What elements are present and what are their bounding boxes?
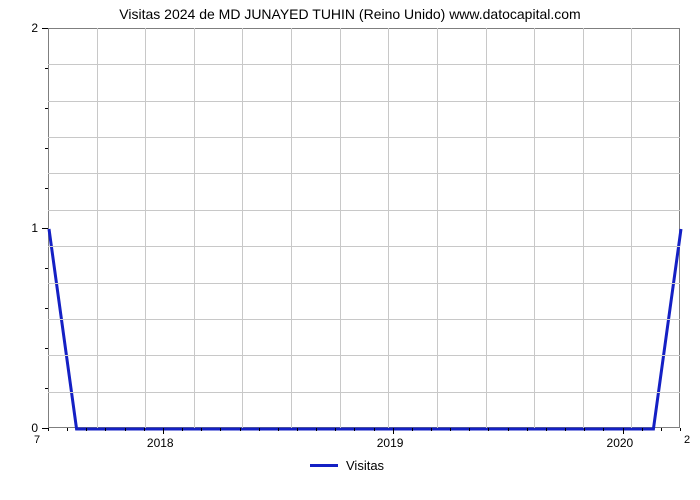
grid-vline <box>97 28 98 428</box>
bottom-left-extra-label: 7 <box>34 434 40 446</box>
x-tick-label: 2020 <box>607 436 634 450</box>
x-minor-tick <box>144 428 145 431</box>
y-minor-tick <box>45 348 48 349</box>
x-minor-tick <box>67 428 68 431</box>
grid-hline <box>48 210 680 211</box>
x-minor-tick <box>661 428 662 431</box>
x-minor-tick <box>584 428 585 431</box>
grid-hline <box>48 392 680 393</box>
grid-hline <box>48 64 680 65</box>
x-minor-tick <box>48 428 49 431</box>
y-major-tick <box>42 228 48 229</box>
x-minor-tick <box>374 428 375 431</box>
grid-hline <box>48 283 680 284</box>
x-minor-tick <box>201 428 202 431</box>
x-minor-tick <box>527 428 528 431</box>
chart-title: Visitas 2024 de MD JUNAYED TUHIN (Reino … <box>0 6 700 22</box>
grid-vline <box>145 28 146 428</box>
x-minor-tick <box>603 428 604 431</box>
x-minor-tick <box>450 428 451 431</box>
x-minor-tick <box>469 428 470 431</box>
x-minor-tick <box>680 428 681 431</box>
grid-vline <box>194 28 195 428</box>
x-minor-tick <box>86 428 87 431</box>
y-major-tick <box>42 28 48 29</box>
grid-hline <box>48 173 680 174</box>
legend: Visitas <box>310 458 384 473</box>
grid-hline <box>48 101 680 102</box>
y-minor-tick <box>45 68 48 69</box>
grid-hline <box>48 355 680 356</box>
x-minor-tick <box>565 428 566 431</box>
x-minor-tick <box>105 428 106 431</box>
y-minor-tick <box>45 108 48 109</box>
grid-vline <box>291 28 292 428</box>
grid-hline <box>48 246 680 247</box>
x-minor-tick <box>508 428 509 431</box>
x-minor-tick <box>431 428 432 431</box>
x-major-tick <box>163 428 164 434</box>
x-minor-tick <box>316 428 317 431</box>
y-tick-label: 1 <box>31 221 38 235</box>
y-tick-label: 0 <box>31 421 38 435</box>
chart-container: Visitas 2024 de MD JUNAYED TUHIN (Reino … <box>0 0 700 500</box>
grid-hline <box>48 137 680 138</box>
y-minor-tick <box>45 388 48 389</box>
legend-swatch <box>310 464 338 467</box>
grid-vline <box>242 28 243 428</box>
x-major-tick <box>393 428 394 434</box>
x-major-tick <box>623 428 624 434</box>
visits-line <box>49 229 681 429</box>
grid-vline <box>631 28 632 428</box>
x-minor-tick <box>546 428 547 431</box>
x-minor-tick <box>125 428 126 431</box>
y-minor-tick <box>45 268 48 269</box>
line-series <box>49 29 681 429</box>
x-minor-tick <box>412 428 413 431</box>
y-minor-tick <box>45 188 48 189</box>
grid-vline <box>486 28 487 428</box>
x-minor-tick <box>335 428 336 431</box>
grid-vline <box>340 28 341 428</box>
x-minor-tick <box>278 428 279 431</box>
grid-hline <box>48 319 680 320</box>
bottom-right-extra-label: 2 <box>684 434 690 446</box>
plot-area <box>48 28 680 428</box>
x-minor-tick <box>488 428 489 431</box>
x-minor-tick <box>642 428 643 431</box>
x-minor-tick <box>354 428 355 431</box>
grid-vline <box>437 28 438 428</box>
x-minor-tick <box>182 428 183 431</box>
x-minor-tick <box>240 428 241 431</box>
grid-vline <box>534 28 535 428</box>
x-minor-tick <box>259 428 260 431</box>
x-minor-tick <box>297 428 298 431</box>
grid-vline <box>388 28 389 428</box>
x-tick-label: 2019 <box>377 436 404 450</box>
x-minor-tick <box>220 428 221 431</box>
y-minor-tick <box>45 148 48 149</box>
x-tick-label: 2018 <box>147 436 174 450</box>
y-minor-tick <box>45 308 48 309</box>
grid-vline <box>583 28 584 428</box>
y-tick-label: 2 <box>31 21 38 35</box>
legend-label: Visitas <box>346 458 384 473</box>
